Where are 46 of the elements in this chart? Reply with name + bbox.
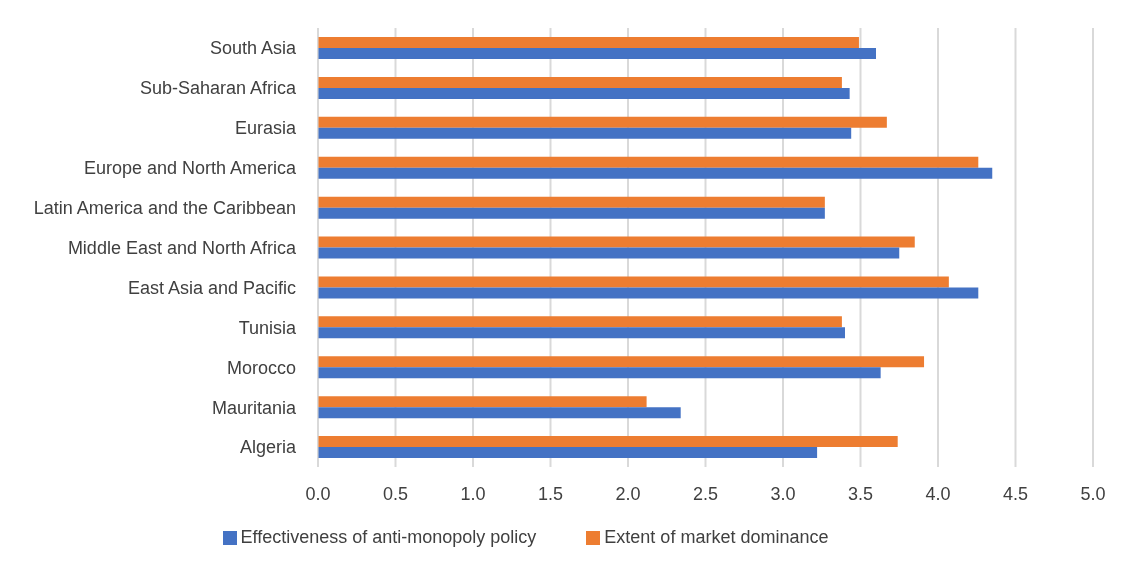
x-tick-label: 3.0 <box>770 483 796 504</box>
bar <box>318 127 852 139</box>
y-tick-label: Europe and North America <box>83 158 297 179</box>
bar <box>318 116 887 128</box>
y-tick-label: Sub-Saharan Africa <box>139 78 297 99</box>
bar <box>318 156 979 168</box>
x-tick-label: 0.0 <box>305 483 331 504</box>
bar <box>318 356 925 368</box>
bar <box>318 276 949 288</box>
bar <box>318 196 825 208</box>
bar <box>318 167 993 179</box>
y-tick-label: Eurasia <box>234 118 297 139</box>
bar <box>318 367 881 379</box>
bar <box>318 407 681 419</box>
x-tick-label: 3.5 <box>847 483 874 504</box>
y-tick-label: South Asia <box>209 38 297 59</box>
bar <box>318 287 979 299</box>
bar <box>318 396 647 408</box>
y-tick-label: Middle East and North Africa <box>67 237 297 258</box>
x-tick-label: 1.5 <box>537 483 564 504</box>
y-tick-label: East Asia and Pacific <box>127 277 296 298</box>
y-tick-label: Morocco <box>226 357 296 378</box>
bar <box>318 247 900 259</box>
x-tick-label: 4.5 <box>1002 483 1029 504</box>
bar <box>318 316 842 328</box>
bar <box>318 37 859 48</box>
legend-label: Effectiveness of anti-monopoly policy <box>240 527 537 547</box>
x-tick-label: 2.5 <box>692 483 719 504</box>
bar <box>318 236 915 248</box>
bar <box>318 447 818 459</box>
bar <box>318 436 898 448</box>
x-tick-label: 2.0 <box>615 483 641 504</box>
x-tick-label: 5.0 <box>1080 483 1106 504</box>
bar <box>318 87 850 99</box>
y-tick-label: Mauritania <box>211 397 297 418</box>
bar <box>318 207 825 219</box>
bar <box>318 48 876 59</box>
legend-label: Extent of market dominance <box>604 527 829 547</box>
y-tick-label: Algeria <box>239 437 297 458</box>
x-tick-label: 1.0 <box>460 483 486 504</box>
y-tick-label: Tunisia <box>238 317 297 338</box>
bar <box>318 327 845 339</box>
y-tick-label: Latin America and the Caribbean <box>33 197 296 218</box>
x-tick-label: 4.0 <box>925 483 951 504</box>
x-tick-label: 0.5 <box>382 483 409 504</box>
bar <box>318 76 842 88</box>
